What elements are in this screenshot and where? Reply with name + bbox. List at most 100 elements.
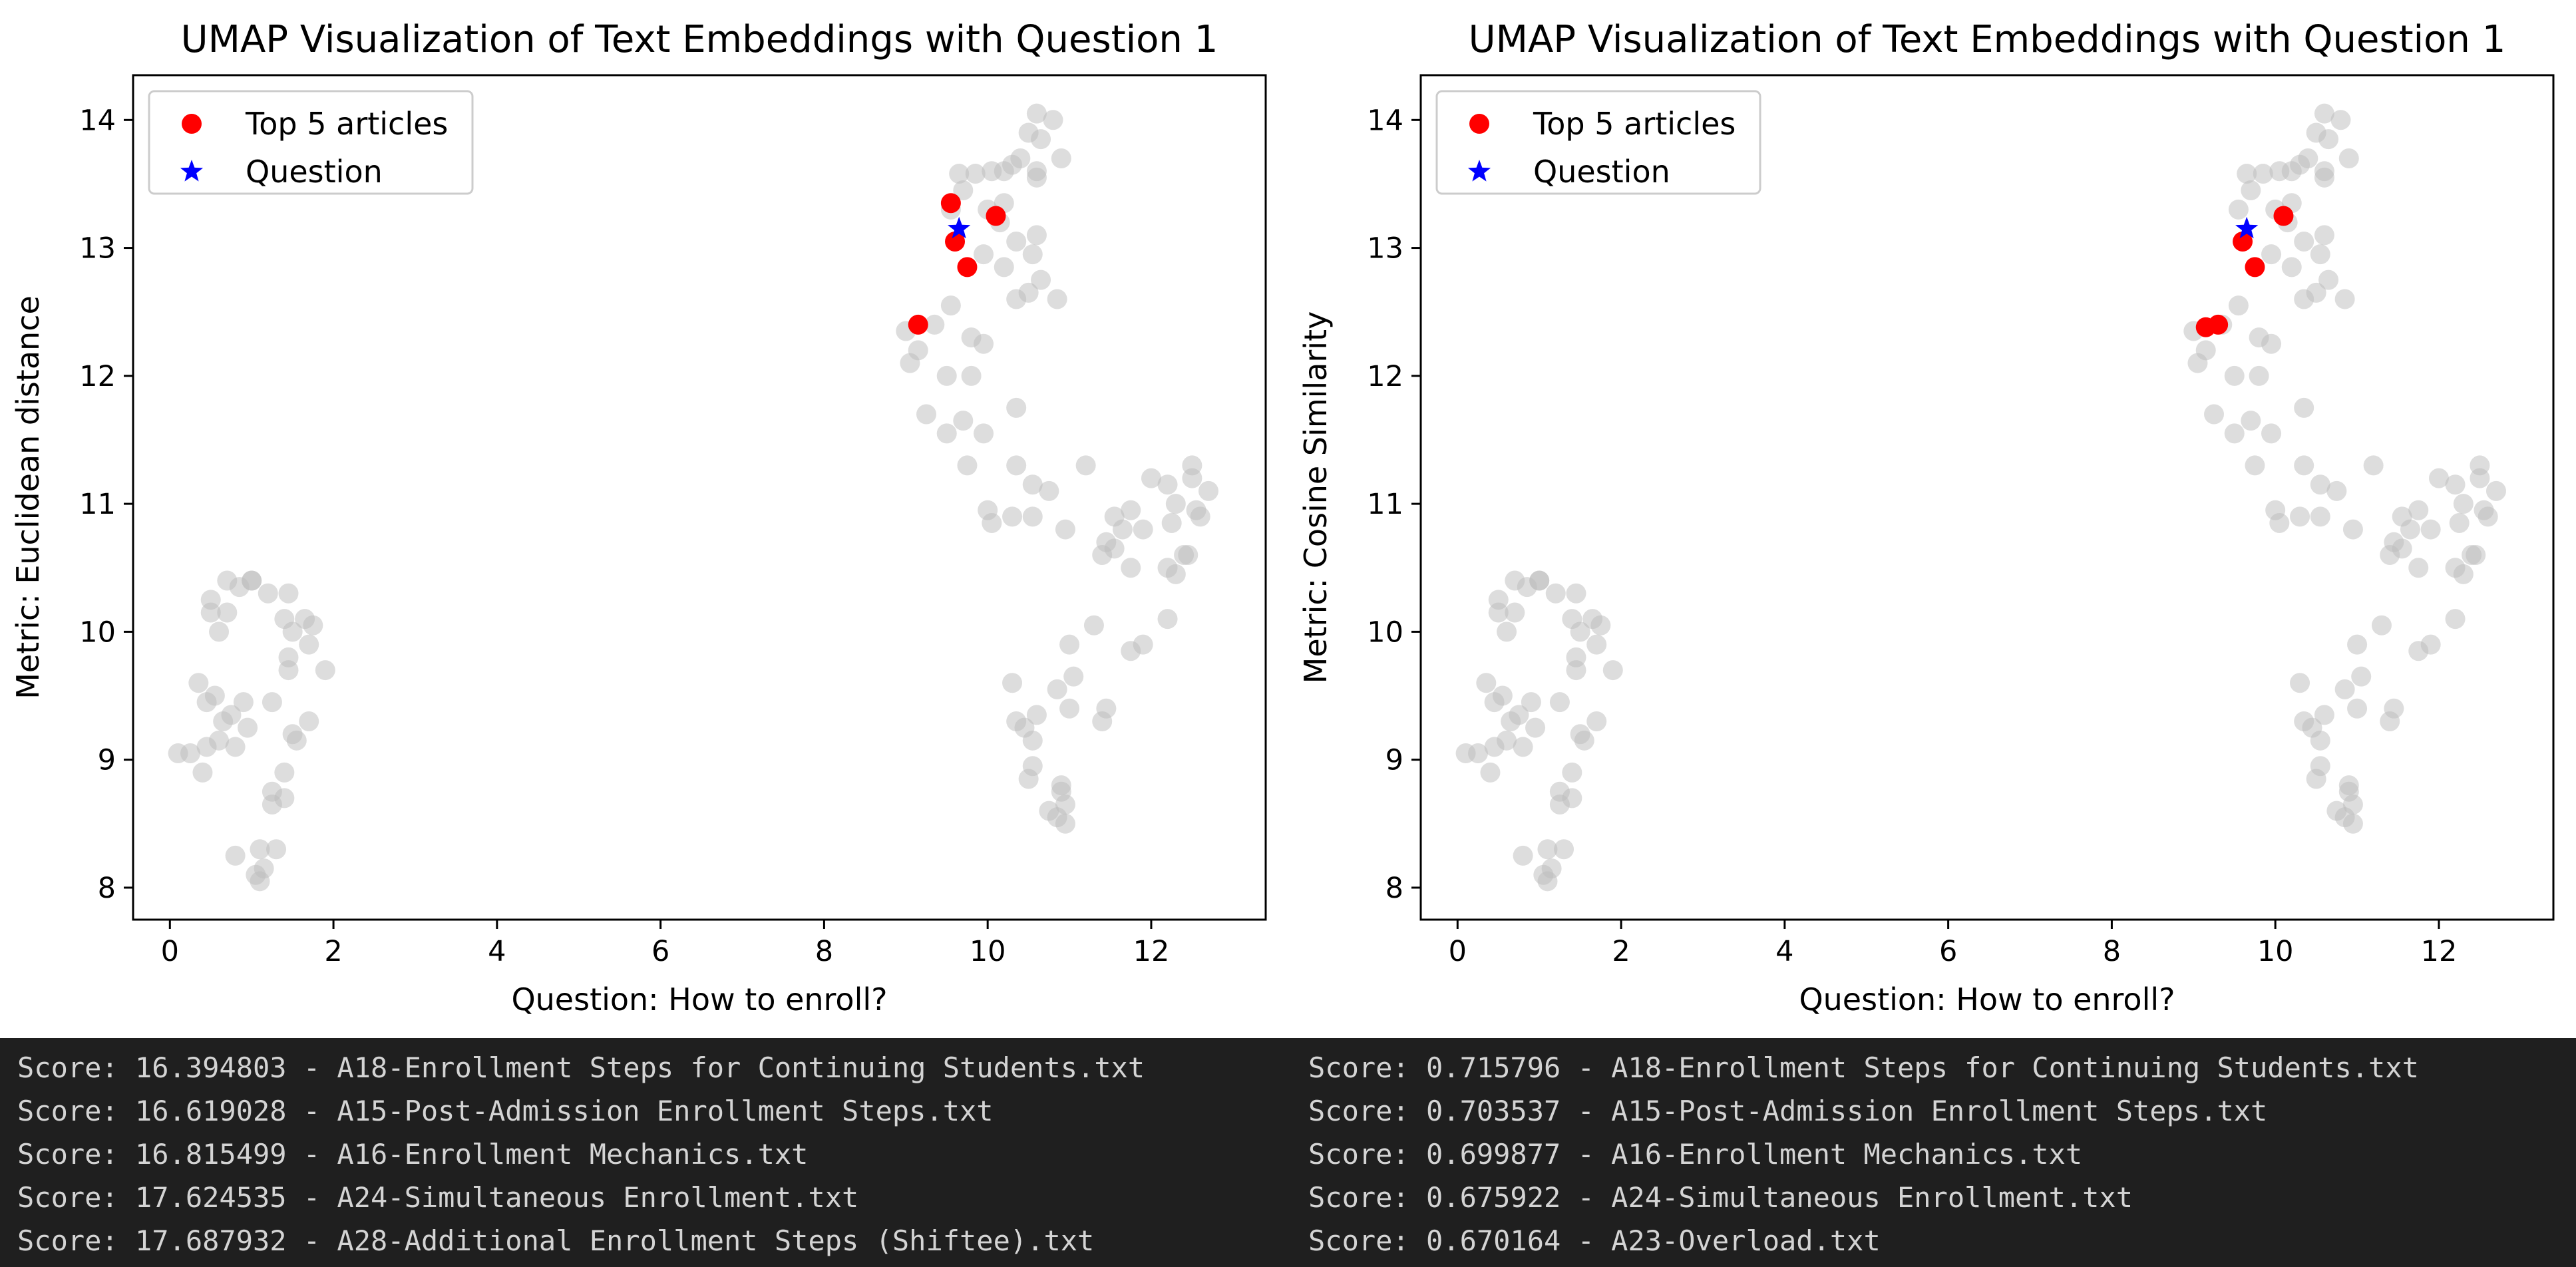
y-tick-label: 10 xyxy=(79,616,116,649)
embedding-point xyxy=(2428,468,2449,488)
x-tick-label: 6 xyxy=(651,935,669,968)
embedding-point xyxy=(2342,519,2363,540)
embedding-point xyxy=(916,404,937,425)
embedding-point xyxy=(2290,506,2310,527)
embedding-point xyxy=(2314,705,2334,725)
embedding-point xyxy=(1161,512,1182,533)
embedding-point xyxy=(2445,474,2466,495)
embedding-point xyxy=(1570,622,1590,642)
embedding-point xyxy=(2187,353,2208,373)
embedding-point xyxy=(303,615,323,635)
embedding-point xyxy=(225,845,246,866)
y-tick-label: 13 xyxy=(1367,232,1403,266)
embedding-point xyxy=(278,583,299,604)
figure: UMAP Visualization of Text Embeddings wi… xyxy=(10,18,2555,1017)
embedding-point xyxy=(2380,545,2400,566)
embedding-point xyxy=(953,411,974,431)
embedding-point xyxy=(1051,148,1071,168)
embedding-point xyxy=(2453,564,2474,584)
embedding-point xyxy=(262,692,282,713)
score-line: Score: 0.699877 - A16-Enrollment Mechani… xyxy=(1308,1138,2083,1171)
scatter-plot-2: UMAP Visualization of Text Embeddings wi… xyxy=(1298,18,2555,1017)
embedding-point xyxy=(1513,737,1533,757)
embedding-point xyxy=(974,244,994,265)
embedding-point xyxy=(1006,231,1027,252)
embedding-point xyxy=(1566,583,1586,604)
x-tick-label: 10 xyxy=(2257,935,2294,968)
y-tick-label: 8 xyxy=(98,872,116,905)
top-article-point xyxy=(908,314,928,335)
embedding-point xyxy=(1484,692,1505,713)
embedding-point xyxy=(2290,673,2310,693)
embedding-point xyxy=(2306,769,2326,789)
embedding-point xyxy=(1190,506,1210,527)
embedding-point xyxy=(1178,545,1198,566)
x-axis-label: Question: How to enroll? xyxy=(511,982,887,1017)
embedding-point xyxy=(1141,468,1161,488)
plot-frame xyxy=(132,74,1267,921)
embedding-point xyxy=(2224,423,2245,444)
embedding-point xyxy=(1006,455,1027,476)
embedding-point xyxy=(2314,167,2334,188)
embedding-point xyxy=(258,583,278,604)
embedding-point xyxy=(974,333,994,354)
x-tick-label: 12 xyxy=(2421,935,2458,968)
embedding-point xyxy=(1022,506,1043,527)
embedding-point xyxy=(2347,698,2368,719)
embedding-point xyxy=(2408,558,2429,578)
embedding-point xyxy=(2241,180,2261,201)
embedding-point xyxy=(2478,506,2498,527)
embedding-point xyxy=(957,455,978,476)
embedding-point xyxy=(900,353,920,373)
embedding-point xyxy=(1026,167,1047,188)
score-line: Score: 16.619028 - A15-Post-Admission En… xyxy=(17,1095,994,1127)
x-tick-label: 12 xyxy=(1133,935,1170,968)
score-line: Score: 0.703537 - A15-Post-Admission Enr… xyxy=(1308,1095,2268,1127)
embedding-point xyxy=(1533,864,1554,885)
embedding-point xyxy=(200,602,221,623)
embedding-point xyxy=(2224,365,2245,386)
embedding-point xyxy=(1063,666,1084,687)
x-axis-label: Question: How to enroll? xyxy=(1799,982,2175,1017)
series-top-5-articles xyxy=(2195,206,2294,337)
embedding-point xyxy=(1505,602,1525,623)
legend-circle-marker xyxy=(182,114,202,134)
embedding-point xyxy=(2261,423,2282,444)
embedding-point xyxy=(1121,558,1141,578)
embedding-point xyxy=(2408,641,2429,661)
embedding-point xyxy=(1476,673,1497,693)
embedding-point xyxy=(262,794,282,814)
embedding-point xyxy=(1002,673,1023,693)
embedding-point xyxy=(315,660,335,681)
embedding-point xyxy=(2237,164,2257,184)
embedding-point xyxy=(994,161,1014,182)
embedding-point xyxy=(233,692,254,713)
embedding-point xyxy=(2294,455,2314,476)
x-tick-label: 0 xyxy=(161,935,179,968)
embedding-point xyxy=(1497,730,1517,751)
embedding-point xyxy=(225,737,246,757)
legend: Top 5 articles Question xyxy=(148,90,474,195)
embedding-point xyxy=(1031,129,1051,150)
legend-label: Top 5 articles xyxy=(245,106,448,142)
embedding-point xyxy=(1075,455,1096,476)
top-article-point xyxy=(945,231,966,252)
embedding-point xyxy=(2298,148,2318,168)
embedding-point xyxy=(936,423,957,444)
top-article-point xyxy=(2245,257,2265,277)
embedding-point xyxy=(2310,244,2330,265)
embedding-point xyxy=(961,365,982,386)
embedding-point xyxy=(1480,762,1501,783)
y-tick-label: 14 xyxy=(1367,104,1403,137)
embedding-point xyxy=(209,730,230,751)
embedding-point xyxy=(1026,225,1047,246)
x-tick-label: 10 xyxy=(970,935,1006,968)
embedding-point xyxy=(282,622,303,642)
embedding-point xyxy=(1083,615,1104,635)
embedding-point xyxy=(1018,282,1039,303)
embedding-point xyxy=(1112,519,1133,540)
embedding-point xyxy=(2326,480,2347,501)
plot-frame xyxy=(1419,74,2555,921)
embedding-point xyxy=(2470,468,2490,488)
y-tick-label: 14 xyxy=(79,104,116,137)
